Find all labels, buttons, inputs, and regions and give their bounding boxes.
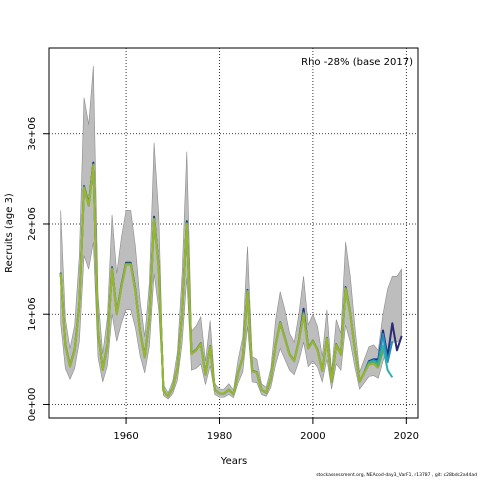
x-tick-label-1: 1980 — [207, 431, 232, 442]
y-tick-label-0: 0e+00 — [27, 388, 38, 422]
y-tick-label-2: 2e+06 — [27, 207, 38, 241]
y-tick-label-1: 1e+06 — [27, 297, 38, 331]
rho-annotation: Rho -28% (base 2017) — [301, 57, 413, 68]
series-lines — [59, 161, 403, 398]
confidence-band — [60, 66, 402, 400]
footer-credit: stockassessment.org, NEAcod-day3_VarF1, … — [316, 473, 477, 478]
plot-frame — [48, 47, 419, 419]
x-tick-label-3: 2020 — [394, 431, 419, 442]
x-tick-label-2: 2000 — [300, 431, 325, 442]
y-axis: 0e+00 1e+06 2e+06 3e+06 — [27, 117, 50, 422]
y-axis-title: Recruits (age 3) — [4, 193, 15, 273]
y-tick-label-3: 3e+06 — [27, 117, 38, 151]
x-tick-label-0: 1960 — [113, 431, 138, 442]
series-line-4 — [59, 164, 379, 398]
x-axis: 1960 1980 2000 2020 — [113, 417, 419, 442]
x-axis-title: Years — [220, 456, 247, 467]
confidence-band-area — [60, 66, 402, 400]
